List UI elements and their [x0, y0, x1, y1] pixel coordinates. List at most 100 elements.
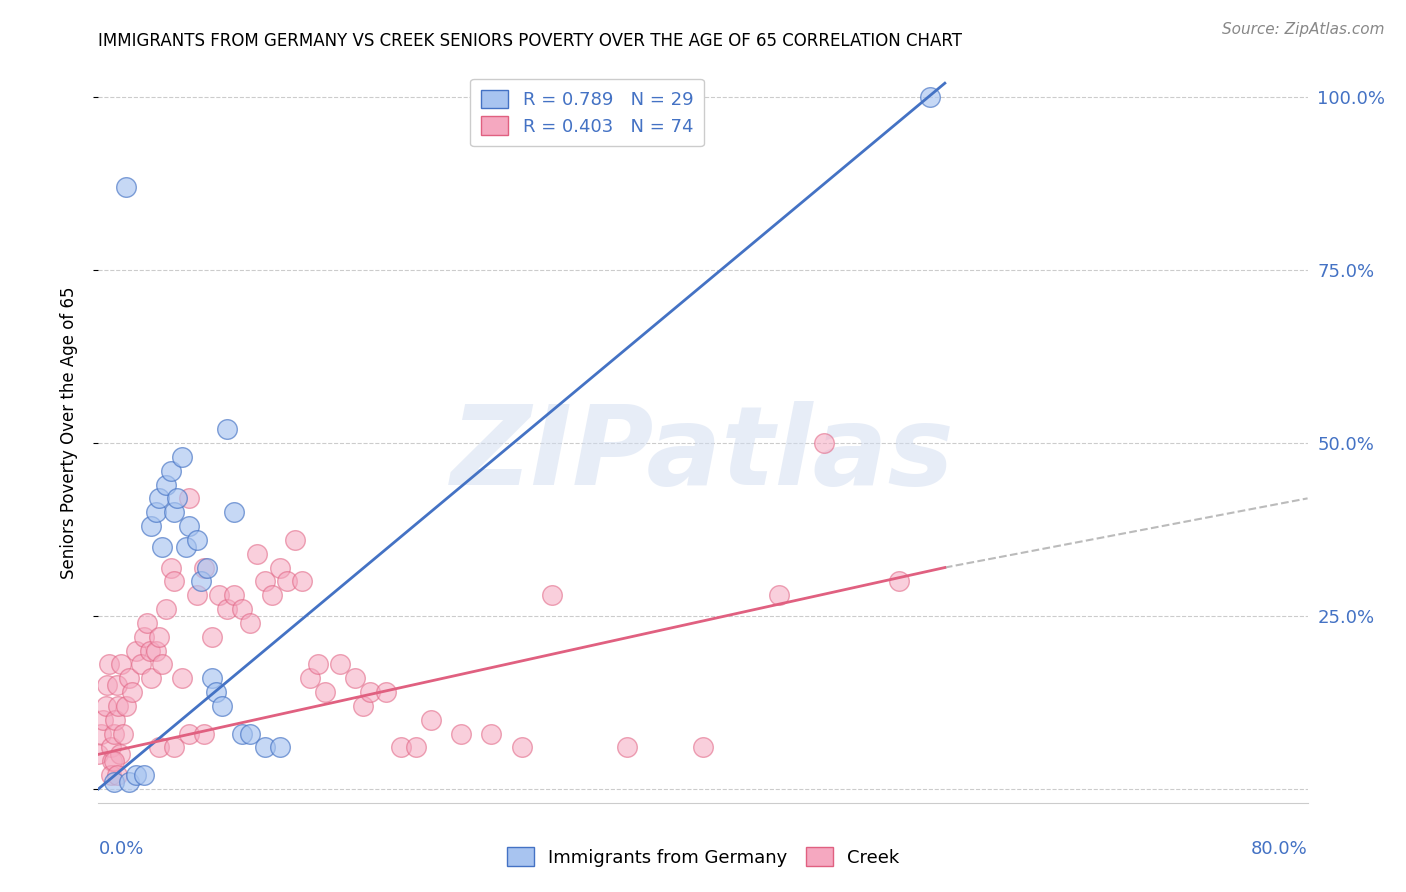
Point — [103, 726, 125, 740]
Point — [155, 602, 177, 616]
Point — [269, 560, 291, 574]
Point — [91, 713, 114, 727]
Point — [284, 533, 307, 547]
Point — [276, 574, 298, 589]
Point — [918, 90, 941, 104]
Point — [224, 505, 246, 519]
Point — [105, 768, 128, 782]
Point — [269, 740, 291, 755]
Point — [389, 740, 412, 755]
Point — [96, 678, 118, 692]
Point — [813, 436, 835, 450]
Point — [121, 685, 143, 699]
Point — [239, 726, 262, 740]
Point — [104, 713, 127, 727]
Point — [110, 657, 132, 672]
Point — [163, 505, 186, 519]
Point — [135, 615, 157, 630]
Point — [150, 657, 173, 672]
Point — [148, 491, 170, 506]
Point — [344, 671, 367, 685]
Point — [163, 574, 186, 589]
Point — [211, 698, 233, 713]
Point — [150, 540, 173, 554]
Point — [166, 491, 188, 506]
Point — [253, 574, 276, 589]
Point — [145, 505, 167, 519]
Point — [360, 685, 382, 699]
Point — [148, 630, 170, 644]
Point — [101, 754, 124, 768]
Point — [170, 450, 193, 464]
Point — [889, 574, 911, 589]
Point — [114, 698, 136, 713]
Point — [145, 643, 167, 657]
Point — [155, 477, 177, 491]
Point — [692, 740, 714, 755]
Point — [139, 643, 162, 657]
Point — [201, 671, 224, 685]
Point — [420, 713, 443, 727]
Point — [87, 747, 110, 762]
Text: ZIPatlas: ZIPatlas — [451, 401, 955, 508]
Point — [111, 726, 134, 740]
Point — [179, 519, 201, 533]
Point — [94, 698, 117, 713]
Legend: Immigrants from Germany, Creek: Immigrants from Germany, Creek — [499, 840, 907, 874]
Point — [103, 775, 125, 789]
Point — [205, 685, 228, 699]
Legend: R = 0.789   N = 29, R = 0.403   N = 74: R = 0.789 N = 29, R = 0.403 N = 74 — [470, 78, 704, 146]
Point — [193, 726, 215, 740]
Point — [481, 726, 503, 740]
Point — [160, 464, 183, 478]
Point — [329, 657, 352, 672]
Point — [118, 775, 141, 789]
Point — [114, 180, 136, 194]
Point — [148, 740, 170, 755]
Point — [141, 519, 163, 533]
Point — [98, 657, 121, 672]
Point — [90, 726, 112, 740]
Point — [179, 726, 201, 740]
Point — [291, 574, 314, 589]
Point — [105, 678, 128, 692]
Point — [190, 574, 212, 589]
Point — [108, 747, 131, 762]
Point — [141, 671, 163, 685]
Point — [118, 671, 141, 685]
Point — [100, 768, 122, 782]
Point — [224, 588, 246, 602]
Point — [450, 726, 472, 740]
Point — [239, 615, 262, 630]
Point — [215, 602, 238, 616]
Point — [125, 643, 148, 657]
Text: IMMIGRANTS FROM GERMANY VS CREEK SENIORS POVERTY OVER THE AGE OF 65 CORRELATION : IMMIGRANTS FROM GERMANY VS CREEK SENIORS… — [98, 32, 963, 50]
Point — [352, 698, 374, 713]
Point — [208, 588, 231, 602]
Point — [186, 533, 208, 547]
Point — [179, 491, 201, 506]
Point — [163, 740, 186, 755]
Point — [262, 588, 284, 602]
Y-axis label: Seniors Poverty Over the Age of 65: Seniors Poverty Over the Age of 65 — [59, 286, 77, 579]
Point — [129, 657, 152, 672]
Point — [132, 768, 155, 782]
Point — [170, 671, 193, 685]
Point — [132, 630, 155, 644]
Point — [100, 740, 122, 755]
Point — [299, 671, 322, 685]
Point — [246, 547, 269, 561]
Text: 0.0%: 0.0% — [98, 840, 143, 858]
Point — [314, 685, 336, 699]
Point — [174, 540, 197, 554]
Point — [201, 630, 224, 644]
Point — [125, 768, 148, 782]
Point — [231, 602, 253, 616]
Point — [215, 422, 238, 436]
Point — [186, 588, 208, 602]
Point — [540, 588, 562, 602]
Point — [193, 560, 215, 574]
Point — [768, 588, 790, 602]
Point — [307, 657, 329, 672]
Text: 80.0%: 80.0% — [1251, 840, 1308, 858]
